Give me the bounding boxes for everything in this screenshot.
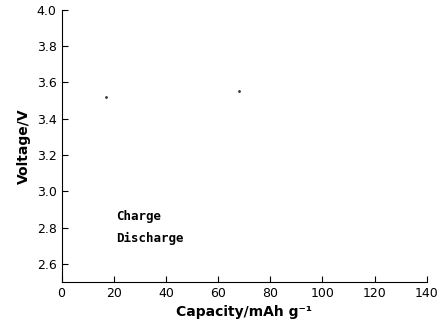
Text: Charge: Charge xyxy=(117,210,161,223)
Text: Discharge: Discharge xyxy=(117,232,184,245)
Y-axis label: Voltage/V: Voltage/V xyxy=(17,108,31,184)
X-axis label: Capacity/mAh g⁻¹: Capacity/mAh g⁻¹ xyxy=(176,305,312,319)
